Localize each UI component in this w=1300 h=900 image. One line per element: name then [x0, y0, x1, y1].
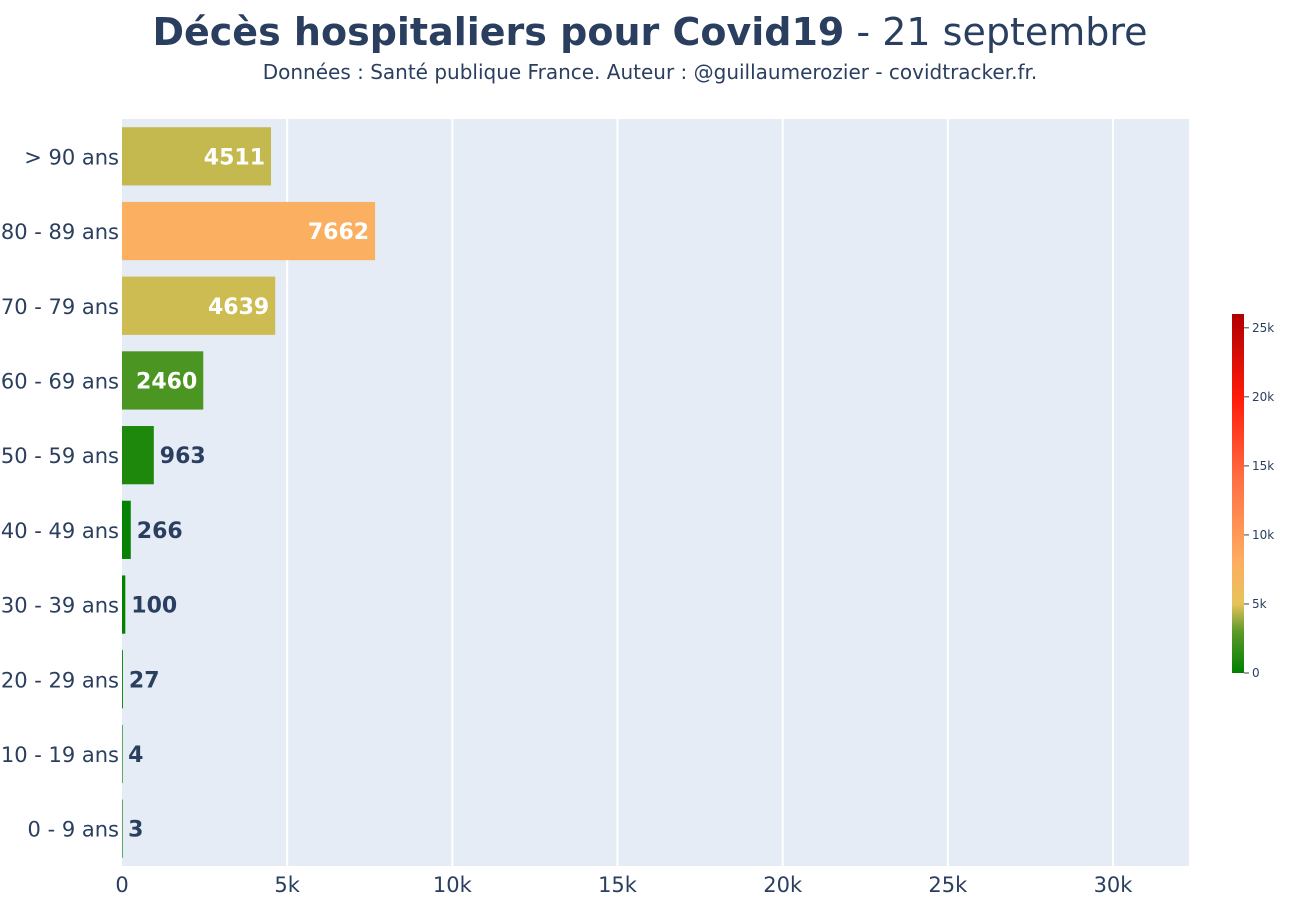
- y-tick-label: 70 - 79 ans: [1, 295, 119, 319]
- data-label: 4: [128, 743, 143, 768]
- colorbar-tick-label: 0: [1252, 666, 1260, 680]
- y-tick-label: 30 - 39 ans: [1, 594, 119, 618]
- data-label: 4511: [204, 145, 265, 170]
- x-tick-label: 25k: [928, 873, 968, 897]
- colorbar-tick-label: 25k: [1252, 321, 1274, 335]
- y-tick-label: 0 - 9 ans: [28, 818, 119, 842]
- title-date: - 21 septembre: [844, 10, 1148, 54]
- x-tick-label: 20k: [763, 873, 803, 897]
- chart-title: Décès hospitaliers pour Covid19 - 21 sep…: [0, 8, 1300, 56]
- x-tick-label: 30k: [1094, 873, 1134, 897]
- y-tick-label: > 90 ans: [24, 145, 119, 169]
- data-label: 266: [137, 519, 183, 544]
- bar: [122, 276, 276, 335]
- data-label: 963: [160, 444, 206, 469]
- data-label: 7662: [308, 220, 369, 245]
- bar: [122, 575, 126, 634]
- y-tick-label: 20 - 29 ans: [1, 668, 119, 692]
- bar: [122, 500, 131, 559]
- x-tick-label: 0: [115, 873, 128, 897]
- y-tick-label: 40 - 49 ans: [1, 519, 119, 543]
- colorbar: [1232, 314, 1244, 673]
- data-label: 2460: [136, 369, 197, 394]
- bar: [122, 799, 123, 858]
- bar: [122, 650, 123, 709]
- colorbar-tick-label: 15k: [1252, 459, 1274, 473]
- bar: [122, 724, 123, 784]
- x-tick-label: 5k: [274, 873, 300, 897]
- bar: [122, 351, 204, 410]
- title-main: Décès hospitaliers pour Covid19: [152, 10, 845, 54]
- bar: [122, 426, 154, 485]
- y-tick-label: 10 - 19 ans: [1, 743, 119, 767]
- data-label: 27: [129, 668, 160, 693]
- x-tick-label: 10k: [433, 873, 473, 897]
- x-tick-label: 15k: [598, 873, 638, 897]
- colorbar-tick-label: 5k: [1252, 597, 1267, 611]
- y-tick-label: 80 - 89 ans: [1, 220, 119, 244]
- colorbar-tick-label: 10k: [1252, 528, 1274, 542]
- data-label: 4639: [208, 295, 269, 320]
- bar: [122, 201, 376, 261]
- chart-subtitle: Données : Santé publique France. Auteur …: [262, 60, 1038, 84]
- data-label: 3: [128, 818, 143, 843]
- bar: [122, 127, 272, 186]
- colorbar-tick-label: 20k: [1252, 390, 1274, 404]
- y-tick-label: 60 - 69 ans: [1, 369, 119, 393]
- data-label: 100: [131, 594, 177, 619]
- y-tick-label: 50 - 59 ans: [1, 444, 119, 468]
